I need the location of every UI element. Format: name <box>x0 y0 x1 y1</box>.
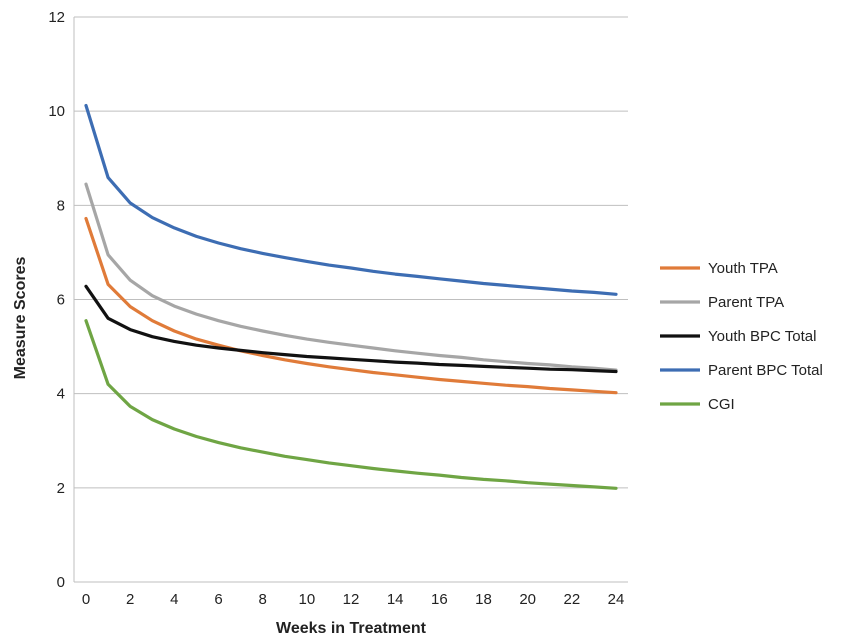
x-tick-label: 0 <box>82 591 90 608</box>
legend-item: Parent TPA <box>660 294 784 311</box>
legend-item: Youth TPA <box>660 260 778 277</box>
y-tick-label: 10 <box>48 103 65 120</box>
y-tick-label: 8 <box>57 197 65 214</box>
x-tick-label: 2 <box>126 591 134 608</box>
gridlines <box>74 16 628 583</box>
series-line-youth-tpa <box>84 216 618 395</box>
x-tick-label: 4 <box>170 591 178 608</box>
legend-label: Youth BPC Total <box>708 328 816 345</box>
legend-item: Parent BPC Total <box>660 362 823 379</box>
legend-label: Parent TPA <box>708 294 784 311</box>
legend-item: Youth BPC Total <box>660 328 816 345</box>
x-tick-label: 8 <box>258 591 266 608</box>
x-axis-title: Weeks in Treatment <box>276 620 427 637</box>
x-tick-label: 10 <box>298 591 315 608</box>
x-tick-label: 20 <box>519 591 536 608</box>
y-tick-label: 0 <box>57 574 65 591</box>
x-tick-label: 6 <box>214 591 222 608</box>
legend: Youth TPA Parent TPA Youth BPC Total Parent… <box>660 260 823 413</box>
x-axis-ticks: 0 2 4 6 8 10 12 14 16 18 20 22 24 <box>82 591 625 608</box>
x-tick-label: 12 <box>343 591 360 608</box>
y-tick-label: 6 <box>57 292 65 309</box>
x-tick-label: 16 <box>431 591 448 608</box>
y-tick-label: 4 <box>57 386 65 403</box>
series-line-youth-bpc-total <box>84 284 618 374</box>
legend-label: CGI <box>708 396 735 413</box>
legend-label: Youth TPA <box>708 260 778 277</box>
y-axis-title: Measure Scores <box>12 257 29 380</box>
x-tick-label: 14 <box>387 591 404 608</box>
series-line-parent-bpc-total <box>84 103 618 296</box>
y-tick-label: 2 <box>57 480 65 497</box>
series-lines <box>84 103 618 490</box>
x-tick-label: 18 <box>475 591 492 608</box>
series-line-cgi <box>84 319 618 490</box>
series-line-parent-tpa <box>84 182 618 372</box>
y-axis-ticks: 0 2 4 6 8 10 12 <box>48 9 65 591</box>
legend-item: CGI <box>660 396 735 413</box>
legend-label: Parent BPC Total <box>708 362 823 379</box>
y-tick-label: 12 <box>48 9 65 26</box>
x-tick-label: 24 <box>608 591 625 608</box>
x-tick-label: 22 <box>563 591 580 608</box>
